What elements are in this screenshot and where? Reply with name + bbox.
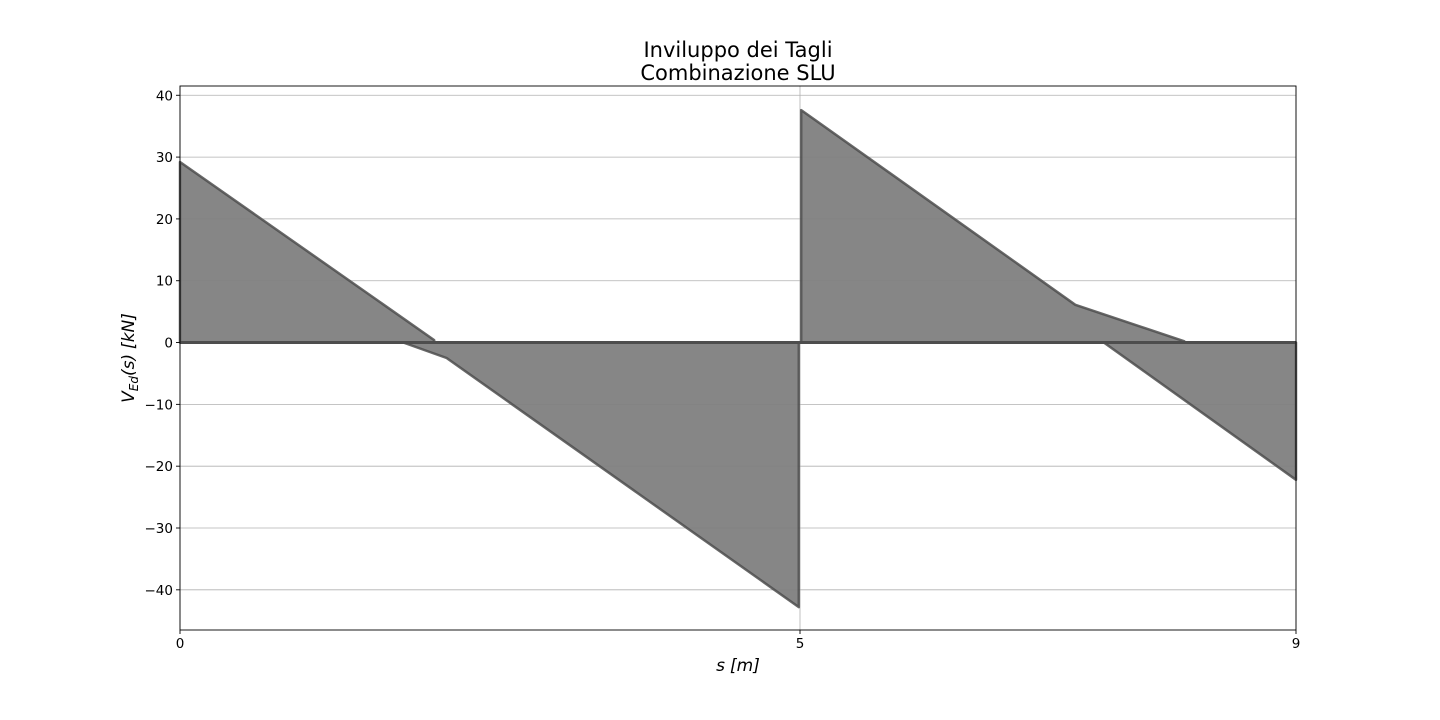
y-axis-label-argument: (s) — [119, 354, 139, 376]
y-tick-label: −40 — [145, 583, 174, 599]
x-axis-ticks: 0 5 9 — [176, 630, 1301, 652]
envelope-areas — [178, 108, 1298, 609]
area-positive-span-2 — [799, 108, 1186, 344]
y-tick-label: 30 — [156, 150, 173, 166]
y-tick-label: −30 — [145, 521, 174, 537]
y-tick-label: −20 — [145, 459, 174, 475]
x-tick-label: 9 — [1292, 636, 1301, 652]
area-negative-span-1 — [401, 341, 801, 609]
area-negative-span-2 — [1102, 341, 1298, 482]
y-tick-label: 40 — [156, 88, 173, 104]
y-axis-label-subscript: Ed — [127, 376, 141, 392]
x-tick-label: 5 — [796, 636, 805, 652]
area-positive-span-1 — [178, 160, 436, 344]
x-axis-label-symbol: s — [716, 656, 725, 676]
y-axis-ticks: 40 30 20 10 0 −10 −20 −30 −40 — [145, 88, 180, 599]
y-tick-label: 0 — [164, 336, 173, 352]
x-tick-label: 0 — [176, 636, 185, 652]
y-tick-label: 10 — [156, 274, 173, 290]
chart-title-line-1: Inviluppo dei Tagli — [643, 38, 832, 62]
x-axis-label-unit: [m] — [730, 656, 760, 676]
y-tick-label: 20 — [156, 212, 173, 228]
chart-title-line-2: Combinazione SLU — [640, 61, 835, 85]
y-tick-label: −10 — [145, 397, 174, 413]
y-axis-label: VEd(s) [kN] — [119, 313, 141, 403]
x-axis-label: s [m] — [716, 656, 760, 676]
y-axis-label-symbol: V — [119, 390, 139, 403]
plot-frame — [179, 85, 1297, 631]
y-axis-label-unit: [kN] — [119, 313, 139, 349]
